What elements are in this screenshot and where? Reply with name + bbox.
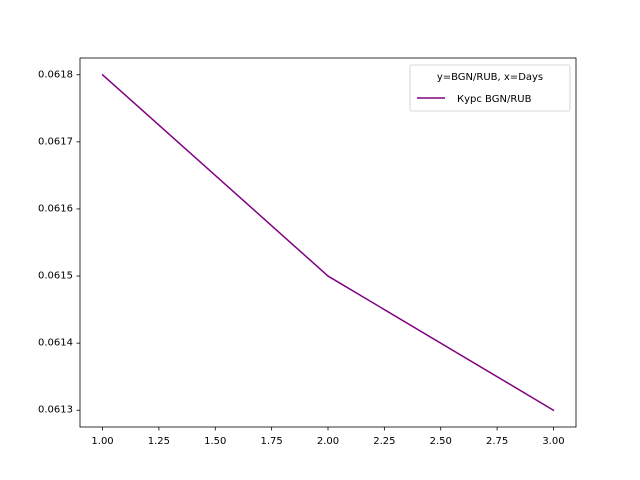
x-axis-ticks: 1.00 1.25 1.50 1.75 2.00 2.25 2.50 2.75 3.00 [91, 427, 565, 447]
x-tick-label: 3.00 [542, 436, 564, 447]
x-tick-label: 2.50 [430, 436, 452, 447]
legend-box [409, 64, 571, 112]
legend-series-label: Курс BGN/RUB [457, 94, 532, 105]
y-tick-label: 0.0615 [38, 271, 73, 282]
data-point [101, 74, 104, 76]
x-tick-label: 1.00 [91, 436, 113, 447]
legend: y=BGN/RUB, x=Days Курс BGN/RUB [409, 64, 571, 112]
x-tick-label: 2.00 [317, 436, 339, 447]
y-tick-label: 0.0613 [38, 405, 73, 416]
data-point [552, 409, 555, 411]
data-point [327, 275, 329, 277]
y-tick-label: 0.0616 [38, 203, 73, 214]
y-tick-label: 0.0618 [38, 69, 73, 80]
y-tick-label: 0.0614 [38, 338, 73, 349]
y-tick-label: 0.0617 [38, 136, 73, 147]
y-axis-ticks: 0.0613 0.0614 0.0615 0.0616 0.0617 0.0618 [38, 69, 80, 416]
x-tick-label: 1.75 [261, 436, 283, 447]
x-tick-label: 2.75 [486, 436, 508, 447]
x-tick-label: 2.25 [373, 436, 395, 447]
x-tick-label: 1.25 [148, 436, 170, 447]
x-tick-label: 1.50 [204, 436, 226, 447]
plot-frame [79, 57, 577, 428]
series-line-0 [102, 74, 554, 411]
legend-title: y=BGN/RUB, x=Days [437, 72, 543, 83]
plot-lines [101, 74, 555, 411]
